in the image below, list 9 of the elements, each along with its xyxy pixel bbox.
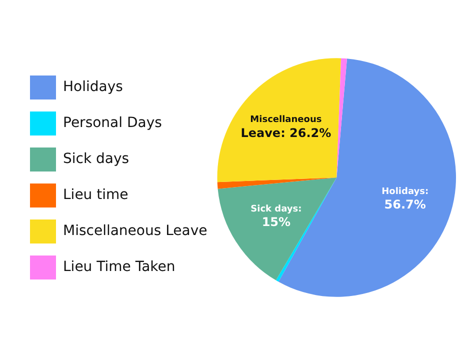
legend-label: Personal Days xyxy=(63,115,162,132)
data-label: Sick days: 15% xyxy=(250,204,302,230)
legend-label: Lieu time xyxy=(63,187,128,204)
legend-label: Holidays xyxy=(63,79,123,96)
data-label: Miscellaneous Leave: 26.2% xyxy=(240,115,332,140)
data-label: Holidays: 56.7% xyxy=(382,186,429,212)
legend-label: Sick days xyxy=(63,151,130,168)
legend-label: Lieu Time Taken xyxy=(63,259,176,276)
legend-label: Miscellaneous Leave xyxy=(63,223,208,240)
